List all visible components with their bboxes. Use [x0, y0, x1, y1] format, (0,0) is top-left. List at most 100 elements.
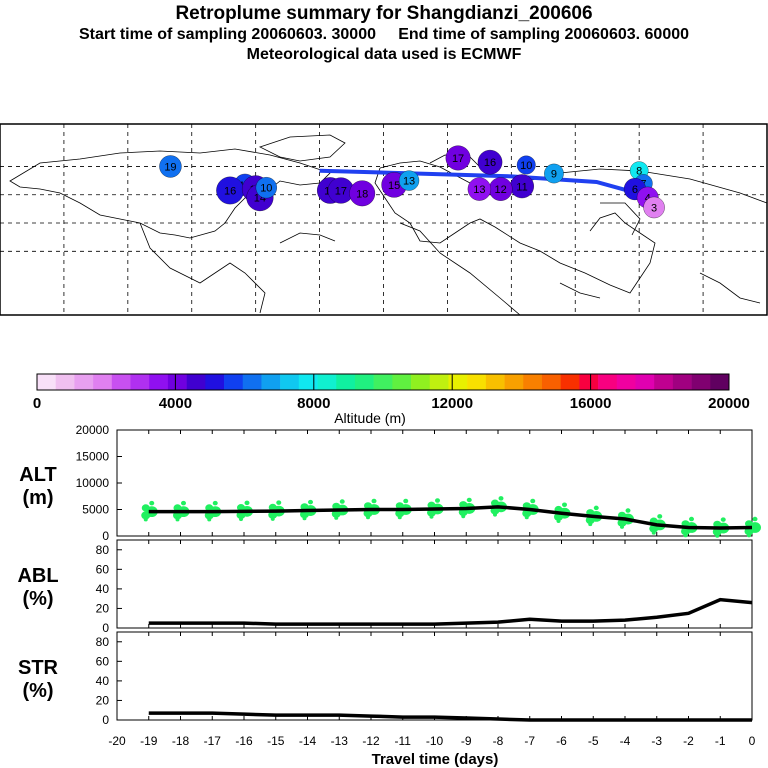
colorbar-tick-label: 8000	[297, 395, 330, 412]
colorbar-swatch	[467, 374, 487, 390]
plume-marker-label: 10	[520, 160, 532, 172]
plume-marker-label: 10	[260, 183, 272, 195]
colorbar-tick-label: 12000	[431, 395, 473, 412]
colorbar-swatch	[392, 374, 412, 390]
colorbar-swatch	[205, 374, 225, 390]
panel-str: 0 20 40 60 80 STR(%)	[18, 631, 753, 727]
colorbar-swatch	[317, 374, 337, 390]
altitude-scatter-point	[493, 513, 497, 517]
plume-marker-label: 13	[403, 176, 415, 188]
plume-marker-label: 17	[335, 185, 347, 197]
x-tick-label: -11	[395, 734, 412, 748]
panel-abl: 0 20 40 60 80 ABL(%)	[17, 539, 753, 635]
series-line-abl	[148, 597, 753, 626]
x-tick-label: -3	[651, 734, 662, 748]
plume-marker: 3	[643, 196, 665, 219]
altitude-scatter-point	[466, 497, 472, 503]
x-tick-label: -9	[461, 734, 472, 748]
altitude-scatter-point	[752, 516, 758, 522]
panel-ylabel: (%)	[22, 588, 53, 610]
plume-marker-label: 8	[636, 166, 642, 178]
plume-marker: 10	[255, 177, 277, 199]
altitude-scatter-point	[334, 516, 339, 520]
colorbar-title: Altitude (m)	[334, 410, 406, 426]
x-tick-label: -4	[620, 734, 631, 748]
altitude-scatter-point	[459, 501, 468, 509]
y-tick-label: 20	[96, 601, 110, 615]
plume-marker: 12	[488, 177, 513, 201]
altitude-scatter-point	[745, 520, 753, 528]
y-tick-label: 0	[102, 529, 109, 543]
altitude-scatter-point	[371, 498, 377, 504]
altitude-scatter-point	[143, 517, 148, 522]
altitude-scatter-point	[173, 504, 182, 512]
series-line-alt	[148, 505, 753, 530]
altitude-scatter-point	[715, 534, 720, 538]
altitude-scatter-point	[524, 515, 529, 520]
altitude-scatter-point	[427, 501, 436, 509]
colorbar-swatch	[261, 374, 281, 390]
colorbar-swatch	[186, 374, 206, 390]
altitude-scatter-point	[588, 522, 593, 527]
colorbar-swatch	[541, 374, 561, 390]
colorbar-swatch	[336, 374, 356, 390]
colorbar-swatch	[616, 374, 636, 390]
colorbar-swatch	[672, 374, 692, 390]
plume-marker-label: 3	[651, 202, 657, 214]
colorbar-swatch	[373, 374, 393, 390]
altitude-scatter-point	[364, 502, 372, 510]
altitude-scatter-point	[175, 517, 180, 522]
altitude-scatter-point	[435, 498, 440, 503]
y-tick-label: 10000	[76, 476, 110, 490]
colorbar-swatch	[710, 374, 730, 390]
y-tick-label: 40	[96, 582, 110, 596]
colorbar-swatch	[224, 374, 244, 390]
altitude-scatter-point	[244, 500, 250, 506]
colorbar-swatch	[354, 374, 374, 390]
altitude-scatter-point	[395, 502, 404, 510]
x-tick-label: -8	[493, 734, 504, 748]
colorbar-swatch	[504, 374, 524, 390]
altitude-scatter-point	[403, 498, 409, 504]
x-tick-label: -1	[715, 734, 726, 748]
altitude-scatter-point	[498, 496, 504, 501]
altitude-scatter-point	[300, 503, 309, 511]
retroplume-map: 1917161514101417181513171691112131087643	[0, 123, 768, 316]
altitude-scatter-point	[332, 502, 341, 510]
altitude-scatter-point	[713, 520, 722, 528]
colorbar-swatch	[55, 374, 75, 390]
plume-marker: 17	[327, 177, 354, 204]
altitude-scatter-point	[747, 533, 751, 538]
plume-marker: 13	[467, 177, 492, 201]
colorbar-swatch	[242, 374, 262, 390]
colorbar-swatch	[149, 374, 169, 390]
y-tick-label: 80	[96, 635, 110, 649]
altitude-scatter-point	[720, 517, 726, 522]
plume-marker-label: 19	[164, 161, 176, 173]
colorbar-swatch	[93, 374, 113, 390]
altitude-scatter-point	[491, 499, 499, 507]
y-tick-label: 60	[96, 654, 110, 668]
x-tick-label: -20	[108, 734, 126, 748]
plume-marker-label: 17	[452, 153, 464, 165]
plume-marker-label: 15	[388, 180, 400, 192]
colorbar-swatch	[74, 374, 94, 390]
panel-ylabel: (%)	[22, 680, 53, 702]
altitude-scatter-point	[276, 500, 282, 505]
x-axis-label: Travel time (days)	[372, 751, 499, 768]
altitude-scatter-point	[683, 533, 688, 538]
altitude-scatter-point	[302, 516, 307, 521]
colorbar-swatch	[298, 374, 318, 390]
x-tick-label: -18	[172, 734, 190, 748]
altitude-scatter-point	[461, 514, 466, 519]
panel-ylabel: ABL	[17, 565, 58, 587]
x-tick-label: -15	[267, 734, 285, 748]
panel-ylabel: STR	[18, 657, 59, 679]
y-tick-label: 80	[96, 543, 110, 557]
colorbar-swatch	[280, 374, 300, 390]
altitude-scatter-point	[141, 504, 150, 512]
colorbar-tick-label: 20000	[708, 395, 750, 412]
colorbar-swatch	[411, 374, 431, 390]
altitude-scatter-point	[556, 519, 561, 523]
altitude-scatter-point	[651, 531, 656, 535]
